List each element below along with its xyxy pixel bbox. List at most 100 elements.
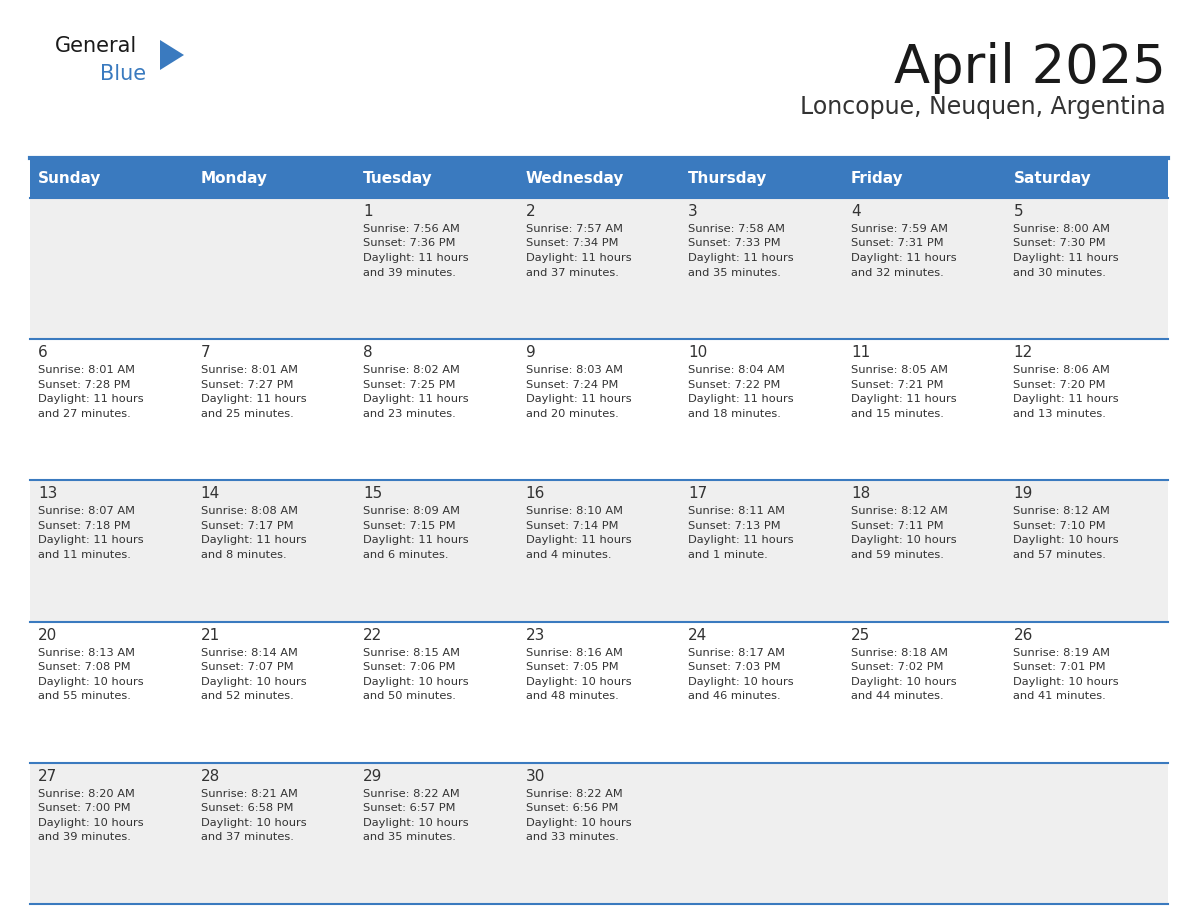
Text: and 48 minutes.: and 48 minutes.	[526, 691, 619, 701]
Text: 29: 29	[364, 768, 383, 784]
Bar	[30, 339, 1168, 480]
Text: Daylight: 10 hours: Daylight: 10 hours	[364, 677, 469, 687]
Text: and 13 minutes.: and 13 minutes.	[1013, 409, 1106, 419]
Text: and 30 minutes.: and 30 minutes.	[1013, 267, 1106, 277]
Text: Sunrise: 8:12 AM: Sunrise: 8:12 AM	[1013, 507, 1111, 517]
Text: Thursday: Thursday	[688, 171, 767, 185]
Text: Sunset: 7:02 PM: Sunset: 7:02 PM	[851, 662, 943, 672]
Text: Daylight: 10 hours: Daylight: 10 hours	[526, 677, 631, 687]
Text: 8: 8	[364, 345, 373, 360]
Text: Sunrise: 8:01 AM: Sunrise: 8:01 AM	[201, 365, 297, 375]
Text: Daylight: 11 hours: Daylight: 11 hours	[688, 394, 794, 404]
Text: 10: 10	[688, 345, 708, 360]
Text: Sunset: 7:06 PM: Sunset: 7:06 PM	[364, 662, 456, 672]
Text: 17: 17	[688, 487, 708, 501]
Text: 4: 4	[851, 204, 860, 219]
Text: Daylight: 11 hours: Daylight: 11 hours	[688, 535, 794, 545]
Text: Sunrise: 8:11 AM: Sunrise: 8:11 AM	[688, 507, 785, 517]
Text: Daylight: 11 hours: Daylight: 11 hours	[688, 253, 794, 263]
Text: 18: 18	[851, 487, 870, 501]
Bar	[30, 621, 1168, 763]
Text: Sunrise: 7:57 AM: Sunrise: 7:57 AM	[526, 224, 623, 234]
Text: Sunset: 7:33 PM: Sunset: 7:33 PM	[688, 239, 781, 249]
Text: Daylight: 11 hours: Daylight: 11 hours	[1013, 394, 1119, 404]
Text: Daylight: 10 hours: Daylight: 10 hours	[526, 818, 631, 828]
Text: 2: 2	[526, 204, 536, 219]
Text: Sunrise: 8:01 AM: Sunrise: 8:01 AM	[38, 365, 135, 375]
Text: Daylight: 11 hours: Daylight: 11 hours	[364, 535, 469, 545]
Text: Sunset: 7:10 PM: Sunset: 7:10 PM	[1013, 521, 1106, 531]
Text: Sunset: 7:27 PM: Sunset: 7:27 PM	[201, 380, 293, 390]
Text: Sunset: 7:11 PM: Sunset: 7:11 PM	[851, 521, 943, 531]
Text: and 57 minutes.: and 57 minutes.	[1013, 550, 1106, 560]
Text: Sunset: 7:13 PM: Sunset: 7:13 PM	[688, 521, 781, 531]
Text: Sunset: 7:05 PM: Sunset: 7:05 PM	[526, 662, 618, 672]
Text: Sunset: 7:28 PM: Sunset: 7:28 PM	[38, 380, 131, 390]
Text: Daylight: 11 hours: Daylight: 11 hours	[1013, 253, 1119, 263]
Text: and 39 minutes.: and 39 minutes.	[364, 267, 456, 277]
Text: Sunrise: 8:00 AM: Sunrise: 8:00 AM	[1013, 224, 1111, 234]
Text: Sunrise: 8:20 AM: Sunrise: 8:20 AM	[38, 789, 135, 799]
Text: Sunset: 6:58 PM: Sunset: 6:58 PM	[201, 803, 293, 813]
Text: and 8 minutes.: and 8 minutes.	[201, 550, 286, 560]
Text: Daylight: 11 hours: Daylight: 11 hours	[851, 394, 956, 404]
Text: 21: 21	[201, 628, 220, 643]
Text: and 11 minutes.: and 11 minutes.	[38, 550, 131, 560]
Text: 20: 20	[38, 628, 57, 643]
Text: Daylight: 10 hours: Daylight: 10 hours	[688, 677, 794, 687]
Text: Sunrise: 8:22 AM: Sunrise: 8:22 AM	[364, 789, 460, 799]
Text: Sunset: 7:03 PM: Sunset: 7:03 PM	[688, 662, 781, 672]
Text: and 52 minutes.: and 52 minutes.	[201, 691, 293, 701]
Text: Saturday: Saturday	[1013, 171, 1092, 185]
Text: and 33 minutes.: and 33 minutes.	[526, 833, 619, 843]
Text: Daylight: 10 hours: Daylight: 10 hours	[201, 818, 307, 828]
Text: Sunrise: 7:59 AM: Sunrise: 7:59 AM	[851, 224, 948, 234]
Text: Sunset: 7:00 PM: Sunset: 7:00 PM	[38, 803, 131, 813]
Text: Sunrise: 8:21 AM: Sunrise: 8:21 AM	[201, 789, 297, 799]
Text: 19: 19	[1013, 487, 1032, 501]
Text: Sunset: 7:30 PM: Sunset: 7:30 PM	[1013, 239, 1106, 249]
Text: 16: 16	[526, 487, 545, 501]
Text: and 50 minutes.: and 50 minutes.	[364, 691, 456, 701]
Text: and 44 minutes.: and 44 minutes.	[851, 691, 943, 701]
Text: Sunset: 7:01 PM: Sunset: 7:01 PM	[1013, 662, 1106, 672]
Text: Daylight: 11 hours: Daylight: 11 hours	[364, 394, 469, 404]
Text: General: General	[55, 36, 138, 56]
Text: Daylight: 10 hours: Daylight: 10 hours	[1013, 535, 1119, 545]
Text: Sunrise: 7:56 AM: Sunrise: 7:56 AM	[364, 224, 460, 234]
Text: Sunset: 7:20 PM: Sunset: 7:20 PM	[1013, 380, 1106, 390]
Text: Daylight: 10 hours: Daylight: 10 hours	[851, 535, 956, 545]
Text: Sunset: 7:22 PM: Sunset: 7:22 PM	[688, 380, 781, 390]
Text: Tuesday: Tuesday	[364, 171, 432, 185]
Text: Wednesday: Wednesday	[526, 171, 624, 185]
Text: Daylight: 10 hours: Daylight: 10 hours	[1013, 677, 1119, 687]
Text: Daylight: 11 hours: Daylight: 11 hours	[38, 535, 144, 545]
Text: Daylight: 10 hours: Daylight: 10 hours	[851, 677, 956, 687]
Text: Sunrise: 8:22 AM: Sunrise: 8:22 AM	[526, 789, 623, 799]
Text: Sunday: Sunday	[38, 171, 101, 185]
Text: 11: 11	[851, 345, 870, 360]
Text: Sunrise: 8:16 AM: Sunrise: 8:16 AM	[526, 647, 623, 657]
Text: 30: 30	[526, 768, 545, 784]
Text: and 27 minutes.: and 27 minutes.	[38, 409, 131, 419]
Text: Sunset: 7:31 PM: Sunset: 7:31 PM	[851, 239, 943, 249]
Text: 25: 25	[851, 628, 870, 643]
Text: 27: 27	[38, 768, 57, 784]
Text: and 37 minutes.: and 37 minutes.	[201, 833, 293, 843]
Text: Daylight: 11 hours: Daylight: 11 hours	[526, 535, 631, 545]
Text: Daylight: 11 hours: Daylight: 11 hours	[526, 394, 631, 404]
Text: Sunrise: 8:15 AM: Sunrise: 8:15 AM	[364, 647, 460, 657]
Text: and 6 minutes.: and 6 minutes.	[364, 550, 449, 560]
Text: Sunset: 7:34 PM: Sunset: 7:34 PM	[526, 239, 618, 249]
Bar	[30, 158, 1168, 198]
Text: Sunrise: 8:13 AM: Sunrise: 8:13 AM	[38, 647, 135, 657]
Text: and 55 minutes.: and 55 minutes.	[38, 691, 131, 701]
Text: Sunset: 7:08 PM: Sunset: 7:08 PM	[38, 662, 131, 672]
Text: and 41 minutes.: and 41 minutes.	[1013, 691, 1106, 701]
Text: Sunset: 7:36 PM: Sunset: 7:36 PM	[364, 239, 456, 249]
Polygon shape	[160, 40, 184, 70]
Text: Sunrise: 8:17 AM: Sunrise: 8:17 AM	[688, 647, 785, 657]
Text: and 15 minutes.: and 15 minutes.	[851, 409, 943, 419]
Text: Sunset: 7:14 PM: Sunset: 7:14 PM	[526, 521, 618, 531]
Text: 22: 22	[364, 628, 383, 643]
